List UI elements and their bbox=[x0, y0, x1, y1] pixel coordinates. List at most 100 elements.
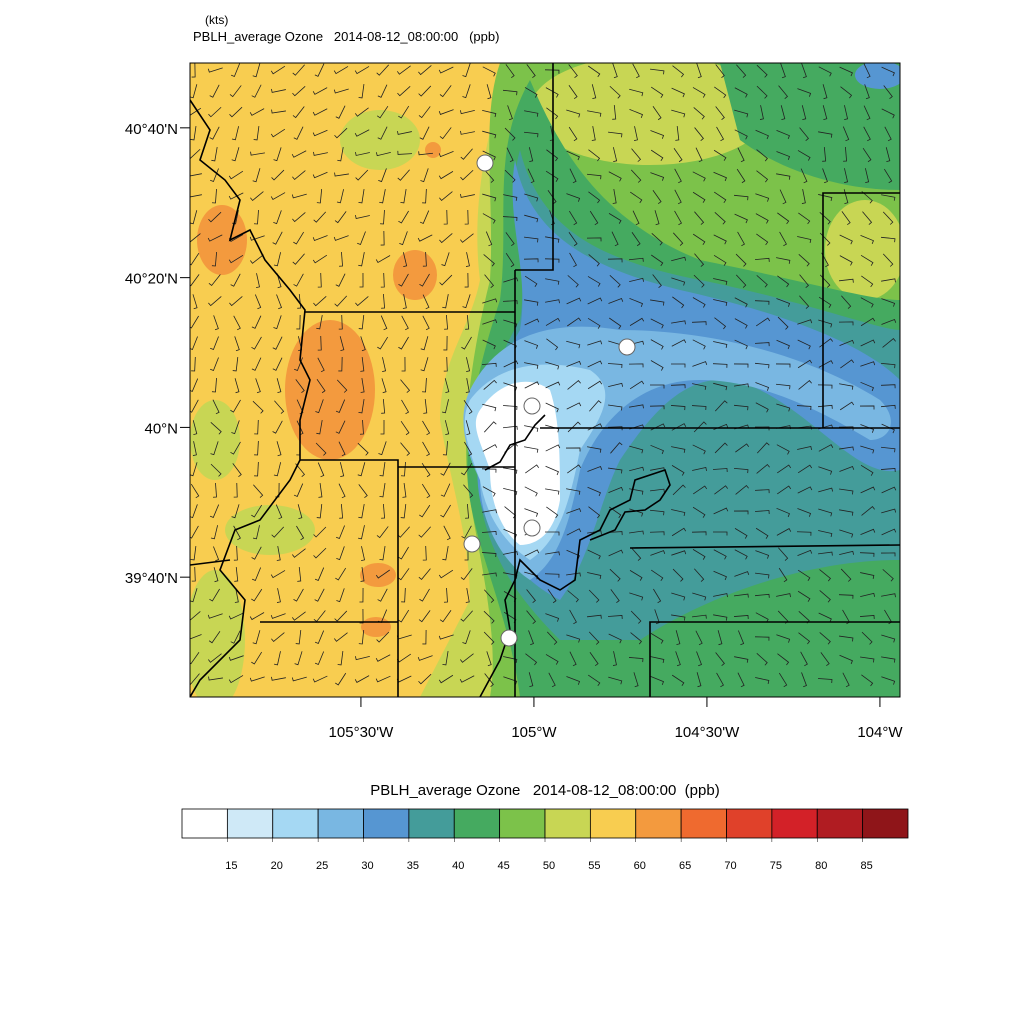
wind-barb bbox=[524, 486, 538, 497]
wind-barb bbox=[881, 318, 897, 325]
wind-barb bbox=[797, 88, 812, 97]
x-tick-label: 104°30'W bbox=[675, 724, 741, 741]
wind-barb bbox=[524, 87, 538, 98]
wind-barb bbox=[272, 420, 283, 434]
wind-barb bbox=[817, 678, 833, 684]
wind-barb bbox=[840, 86, 853, 99]
wind-barb bbox=[528, 630, 534, 646]
wind-barb bbox=[297, 293, 302, 309]
wind-barb bbox=[291, 548, 306, 558]
wind-barb bbox=[734, 339, 748, 350]
wind-barb bbox=[418, 65, 432, 76]
wind-barb bbox=[734, 213, 748, 224]
wind-barb bbox=[443, 356, 448, 372]
wind-barb bbox=[422, 251, 427, 267]
wind-barb bbox=[819, 632, 831, 645]
wind-barb bbox=[444, 420, 450, 436]
wind-barb bbox=[860, 424, 875, 433]
wind-barb bbox=[398, 273, 409, 287]
wind-barb bbox=[545, 654, 559, 665]
wind-barb bbox=[360, 378, 365, 393]
wind-barb bbox=[249, 612, 265, 621]
wind-barb bbox=[713, 278, 728, 285]
wind-barb bbox=[863, 63, 871, 79]
wind-barb bbox=[801, 63, 807, 79]
wind-barb bbox=[417, 234, 433, 242]
wind-barb bbox=[589, 210, 599, 226]
wind-barb bbox=[400, 442, 411, 456]
wind-barb bbox=[229, 296, 243, 307]
wind-barb bbox=[775, 363, 791, 368]
wind-barb bbox=[737, 672, 745, 688]
wind-barb bbox=[839, 654, 853, 665]
wind-barb bbox=[524, 362, 539, 369]
wind-barb bbox=[694, 253, 705, 267]
wind-barb bbox=[443, 209, 448, 225]
wind-barb bbox=[882, 338, 896, 348]
wind-barb bbox=[670, 363, 686, 368]
wind-barb bbox=[629, 404, 644, 409]
wind-barb bbox=[650, 299, 665, 306]
wind-barb bbox=[230, 630, 241, 644]
wind-barb bbox=[713, 191, 727, 204]
wind-barb bbox=[190, 252, 200, 266]
wind-barb bbox=[818, 612, 832, 623]
wind-barb bbox=[587, 530, 602, 535]
wind-barb bbox=[822, 105, 828, 121]
wind-barb bbox=[524, 318, 540, 326]
wind-barb bbox=[652, 274, 662, 288]
wind-barb bbox=[213, 567, 219, 583]
wind-barb bbox=[444, 378, 450, 394]
wind-barb bbox=[694, 211, 705, 225]
wind-barb bbox=[212, 399, 220, 415]
wind-barb bbox=[292, 85, 306, 97]
wind-barb bbox=[276, 378, 282, 394]
wind-barb bbox=[229, 85, 242, 98]
wind-barb bbox=[503, 487, 518, 496]
wind-barb bbox=[629, 592, 644, 601]
wind-barb bbox=[612, 63, 618, 79]
wind-barb bbox=[504, 127, 516, 141]
wind-barb bbox=[504, 169, 516, 183]
wind-barb bbox=[334, 610, 348, 622]
wind-barb bbox=[714, 400, 728, 412]
wind-barb bbox=[839, 509, 854, 516]
wind-barb bbox=[273, 315, 282, 330]
wind-barb bbox=[234, 566, 239, 582]
wind-barb bbox=[418, 106, 431, 119]
wind-barb bbox=[401, 587, 406, 603]
wind-barb bbox=[211, 377, 217, 393]
wind-barb bbox=[358, 399, 365, 414]
wind-barb bbox=[270, 65, 286, 75]
wind-barb bbox=[293, 588, 304, 602]
wind-barb bbox=[524, 425, 539, 432]
wind-barb bbox=[379, 483, 386, 498]
wind-barb bbox=[839, 550, 855, 556]
wind-barb bbox=[714, 86, 727, 99]
wind-barb bbox=[207, 234, 223, 242]
wind-barb bbox=[312, 108, 328, 116]
wind-barb bbox=[692, 87, 706, 98]
wind-barb bbox=[799, 127, 809, 141]
wind-barb bbox=[400, 189, 407, 204]
wind-barb bbox=[567, 464, 582, 474]
wind-barb bbox=[233, 482, 238, 498]
wind-barb bbox=[503, 319, 518, 328]
wind-barb bbox=[630, 632, 643, 645]
wind-barb bbox=[713, 614, 728, 621]
wind-barb bbox=[568, 85, 578, 100]
wind-barb bbox=[484, 169, 495, 183]
wind-barb bbox=[296, 525, 305, 541]
wind-barb bbox=[503, 382, 518, 391]
wind-barb bbox=[360, 336, 366, 352]
wind-barb bbox=[460, 568, 473, 581]
wind-barb bbox=[190, 315, 199, 329]
wind-barb bbox=[381, 293, 386, 309]
wind-barb bbox=[609, 317, 622, 330]
wind-barb bbox=[547, 190, 557, 205]
wind-barb bbox=[608, 297, 624, 304]
wind-barb bbox=[252, 630, 261, 645]
wind-barb bbox=[569, 252, 577, 268]
wind-barb bbox=[860, 381, 874, 392]
wind-barb bbox=[755, 677, 770, 684]
